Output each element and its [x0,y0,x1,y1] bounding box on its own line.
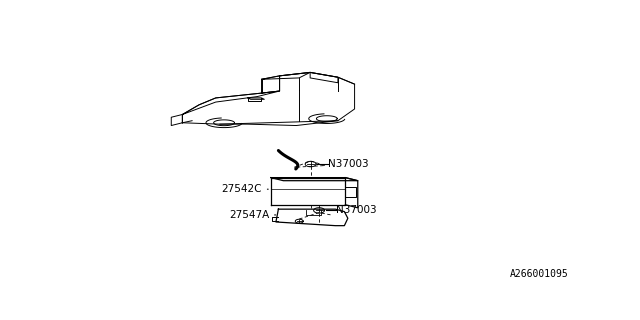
Text: N37003: N37003 [328,159,369,169]
Text: 27542C: 27542C [221,184,268,194]
Text: N37003: N37003 [337,205,377,215]
Text: 27547A: 27547A [229,210,276,220]
Text: A266001095: A266001095 [510,269,568,279]
